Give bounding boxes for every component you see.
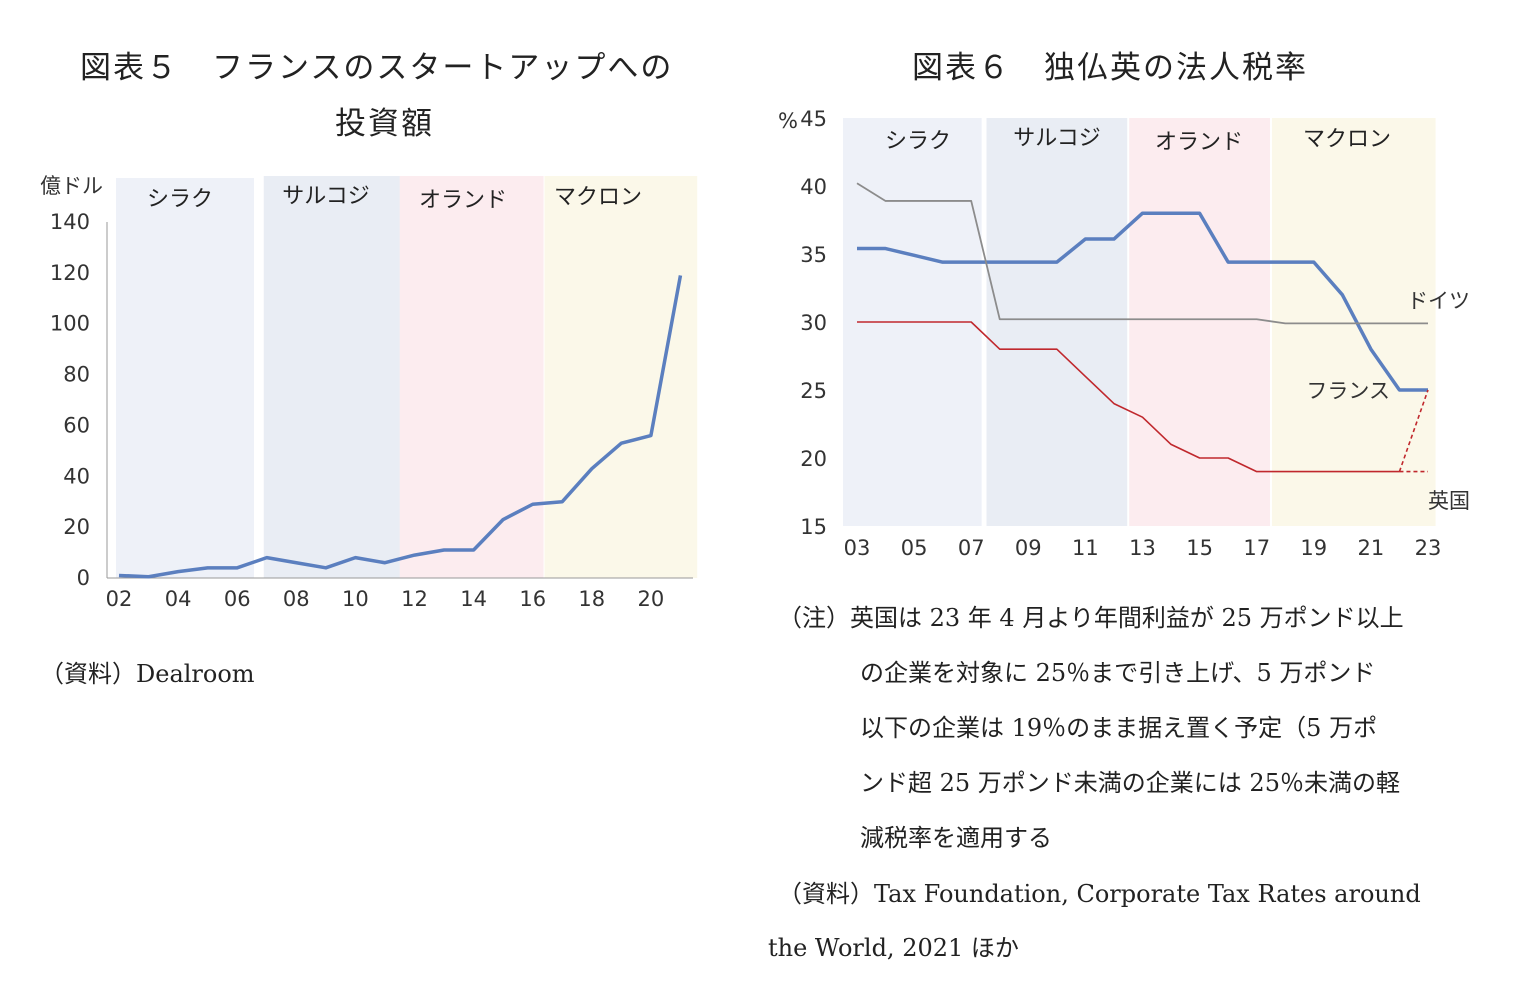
right-note-line-4: ンド超 25 万ポンド未満の企業には 25％未満の軽 bbox=[860, 769, 1400, 797]
x-tick-label: 05 bbox=[901, 536, 928, 560]
y-tick-label: 45 bbox=[800, 107, 827, 131]
y-tick-label: 25 bbox=[800, 379, 827, 403]
y-tick-label: 20 bbox=[63, 515, 90, 539]
y-tick-label: 60 bbox=[63, 413, 90, 437]
y-tick-label: 80 bbox=[63, 363, 90, 387]
x-tick-label: 21 bbox=[1358, 536, 1385, 560]
era-label: シラク bbox=[885, 129, 951, 154]
x-tick-label: 10 bbox=[342, 587, 369, 611]
y-tick-label: 40 bbox=[63, 464, 90, 488]
x-tick-label: 12 bbox=[401, 587, 428, 611]
x-tick-label: 03 bbox=[844, 536, 871, 560]
left-source-note: （資料）Dealroom bbox=[40, 660, 255, 688]
uk-projection-high bbox=[1398, 389, 1429, 472]
y-tick-label: 15 bbox=[800, 515, 827, 539]
left-chart-title-line2: 投資額 bbox=[335, 106, 434, 142]
x-tick-label: 04 bbox=[165, 587, 192, 611]
era-label: シラク bbox=[147, 187, 213, 212]
x-tick-label: 08 bbox=[283, 587, 310, 611]
x-tick-label: 14 bbox=[460, 587, 487, 611]
y-tick-label: 20 bbox=[800, 447, 827, 471]
series-line-1 bbox=[857, 211, 1428, 392]
x-tick-label: 16 bbox=[519, 587, 546, 611]
era-band-4 bbox=[544, 176, 698, 578]
right-note-line-1: （注）英国は 23 年 4 月より年間利益が 25 万ポンド以上 bbox=[778, 604, 1404, 632]
y-tick-label: 35 bbox=[800, 243, 827, 267]
x-tick-label: 06 bbox=[224, 587, 251, 611]
series-line-2 bbox=[856, 182, 1428, 325]
era-band-1 bbox=[116, 178, 254, 578]
x-tick-label: 19 bbox=[1300, 536, 1327, 560]
x-tick-label: 07 bbox=[958, 536, 985, 560]
y-tick-label: 0 bbox=[77, 566, 90, 590]
germany-series-label: ドイツ bbox=[1407, 289, 1470, 313]
era-label: オランド bbox=[1155, 130, 1243, 155]
x-tick-label: 23 bbox=[1415, 536, 1442, 560]
era-label: マクロン bbox=[1303, 127, 1391, 152]
y-tick-label: 30 bbox=[800, 311, 827, 335]
right-chart-title: 図表６ 独仏英の法人税率 bbox=[912, 50, 1308, 86]
x-tick-label: 17 bbox=[1243, 536, 1270, 560]
right-note-line-5: 減税率を適用する bbox=[860, 824, 1052, 852]
era-label: サルコジ bbox=[1013, 126, 1101, 151]
investment-line bbox=[118, 275, 683, 579]
era-band-2 bbox=[986, 118, 1128, 526]
uk-series-label: 英国 bbox=[1428, 489, 1470, 513]
right-source-line-2: the World, 2021 ほか bbox=[768, 934, 1019, 962]
y-tick-label: 100 bbox=[50, 312, 90, 336]
era-label: マクロン bbox=[554, 185, 642, 210]
series-line-3 bbox=[857, 321, 1400, 473]
era-label: サルコジ bbox=[282, 184, 370, 209]
y-axis-unit: 億ドル bbox=[40, 174, 103, 198]
right-source-line-1: （資料）Tax Foundation, Corporate Tax Rates … bbox=[778, 880, 1421, 908]
x-tick-label: 20 bbox=[638, 587, 665, 611]
france-series-label: フランス bbox=[1306, 379, 1390, 403]
left-chart-title-line1: 図表５ フランスのスタートアップへの bbox=[80, 50, 674, 86]
era-band-2 bbox=[263, 176, 402, 578]
y-tick-label: 140 bbox=[50, 210, 90, 234]
right-note-line-3: 以下の企業は 19％のまま据え置く予定（5 万ポ bbox=[860, 714, 1378, 742]
right-note-line-2: の企業を対象に 25％まで引き上げ、5 万ポンド bbox=[860, 659, 1376, 687]
y-tick-label: 120 bbox=[50, 261, 90, 285]
y-axis-unit: % bbox=[778, 109, 798, 133]
x-tick-label: 18 bbox=[578, 587, 605, 611]
x-tick-label: 11 bbox=[1072, 536, 1099, 560]
x-tick-label: 13 bbox=[1129, 536, 1156, 560]
era-band-3 bbox=[1129, 118, 1270, 526]
x-tick-label: 09 bbox=[1015, 536, 1042, 560]
era-label: オランド bbox=[419, 188, 507, 213]
era-band-4 bbox=[1271, 118, 1436, 526]
y-tick-label: 40 bbox=[800, 175, 827, 199]
x-tick-label: 02 bbox=[106, 587, 133, 611]
x-tick-label: 15 bbox=[1186, 536, 1213, 560]
